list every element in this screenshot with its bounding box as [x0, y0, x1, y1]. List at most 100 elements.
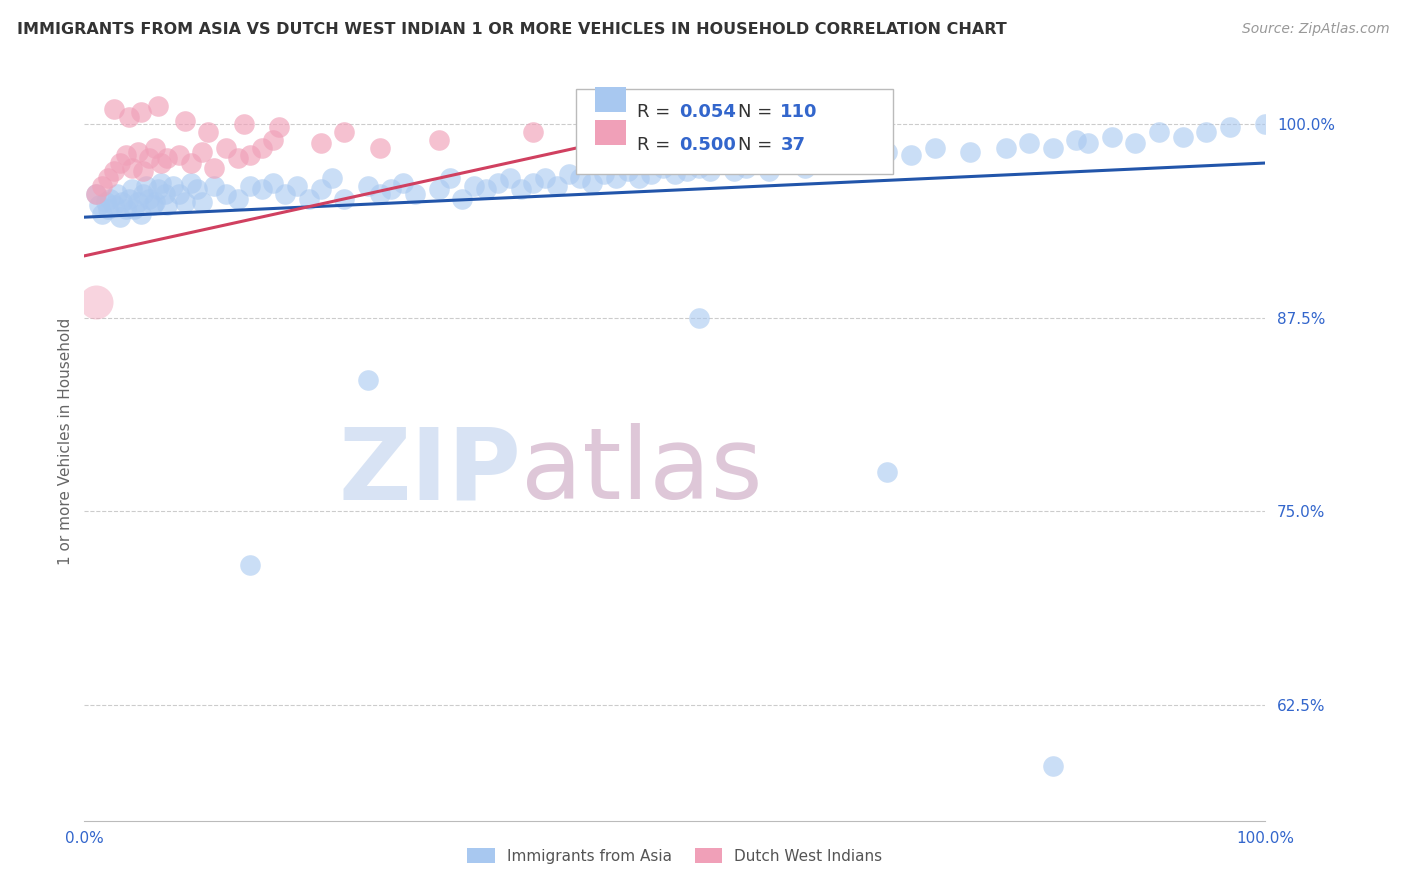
Point — [186, 182, 208, 196]
Point — [876, 466, 898, 480]
Point — [1042, 759, 1064, 773]
Point — [129, 207, 152, 221]
Point — [711, 156, 734, 170]
Point — [250, 182, 273, 196]
Point — [127, 145, 149, 160]
Point — [463, 179, 485, 194]
Point — [380, 182, 402, 196]
Point — [793, 161, 815, 175]
Text: 0.054: 0.054 — [679, 103, 735, 120]
Point — [274, 186, 297, 201]
Text: atlas: atlas — [522, 424, 763, 520]
Point — [84, 295, 107, 310]
Point — [156, 152, 179, 166]
Point — [197, 125, 219, 139]
Point — [852, 152, 875, 166]
Point — [605, 171, 627, 186]
Point — [114, 148, 136, 162]
Point — [817, 156, 839, 170]
Point — [122, 202, 145, 217]
Point — [103, 163, 125, 178]
Point — [107, 186, 129, 201]
Point — [333, 192, 356, 206]
Point — [688, 310, 710, 325]
Point — [135, 179, 157, 194]
Point — [262, 133, 284, 147]
Point — [498, 171, 520, 186]
Point — [127, 194, 149, 209]
Point — [215, 140, 238, 154]
Text: 110: 110 — [780, 103, 818, 120]
Point — [699, 163, 721, 178]
Point — [91, 179, 114, 194]
Point — [180, 176, 202, 190]
Point — [97, 202, 120, 217]
Point — [108, 156, 131, 170]
Point — [146, 99, 169, 113]
Point — [239, 558, 262, 573]
Point — [758, 163, 780, 178]
Legend: Immigrants from Asia, Dutch West Indians: Immigrants from Asia, Dutch West Indians — [461, 842, 889, 870]
Point — [770, 152, 793, 166]
Point — [250, 140, 273, 154]
Point — [557, 167, 579, 181]
Point — [747, 156, 769, 170]
Point — [522, 176, 544, 190]
Point — [876, 145, 898, 160]
Point — [129, 105, 152, 120]
Point — [118, 110, 141, 124]
Point — [108, 210, 131, 224]
Text: ZIP: ZIP — [339, 424, 522, 520]
Point — [167, 186, 190, 201]
Point — [285, 179, 308, 194]
Point — [475, 182, 498, 196]
Point — [84, 186, 107, 201]
Point — [806, 152, 828, 166]
Point — [167, 148, 190, 162]
Point — [114, 202, 136, 217]
Point — [392, 176, 415, 190]
Point — [150, 176, 173, 190]
Point — [143, 140, 166, 154]
Point — [427, 182, 450, 196]
Point — [91, 207, 114, 221]
Point — [1018, 136, 1040, 150]
Point — [298, 192, 321, 206]
Point — [640, 167, 662, 181]
Point — [84, 186, 107, 201]
Point — [404, 186, 426, 201]
Point — [357, 373, 380, 387]
Point — [138, 152, 160, 166]
Point — [1125, 136, 1147, 150]
Point — [1171, 129, 1194, 144]
Text: N =: N = — [738, 103, 778, 120]
Point — [321, 171, 343, 186]
Point — [510, 182, 533, 196]
Point — [688, 161, 710, 175]
Point — [546, 179, 568, 194]
Point — [103, 198, 125, 212]
Point — [486, 176, 509, 190]
Point — [357, 179, 380, 194]
Point — [142, 198, 165, 212]
Point — [569, 171, 592, 186]
Point — [239, 179, 262, 194]
Point — [1066, 133, 1088, 147]
Point — [202, 161, 225, 175]
Point — [239, 148, 262, 162]
Point — [959, 145, 981, 160]
Point — [1219, 120, 1241, 135]
Point — [652, 161, 675, 175]
Point — [924, 140, 946, 154]
Point — [581, 176, 603, 190]
Point — [87, 198, 110, 212]
Point — [215, 186, 238, 201]
Point — [628, 171, 651, 186]
Point — [232, 117, 254, 131]
Point — [143, 194, 166, 209]
Text: 37: 37 — [780, 136, 806, 153]
Text: 0.500: 0.500 — [679, 136, 735, 153]
Point — [121, 161, 143, 175]
Point — [191, 194, 214, 209]
Point — [173, 194, 195, 209]
